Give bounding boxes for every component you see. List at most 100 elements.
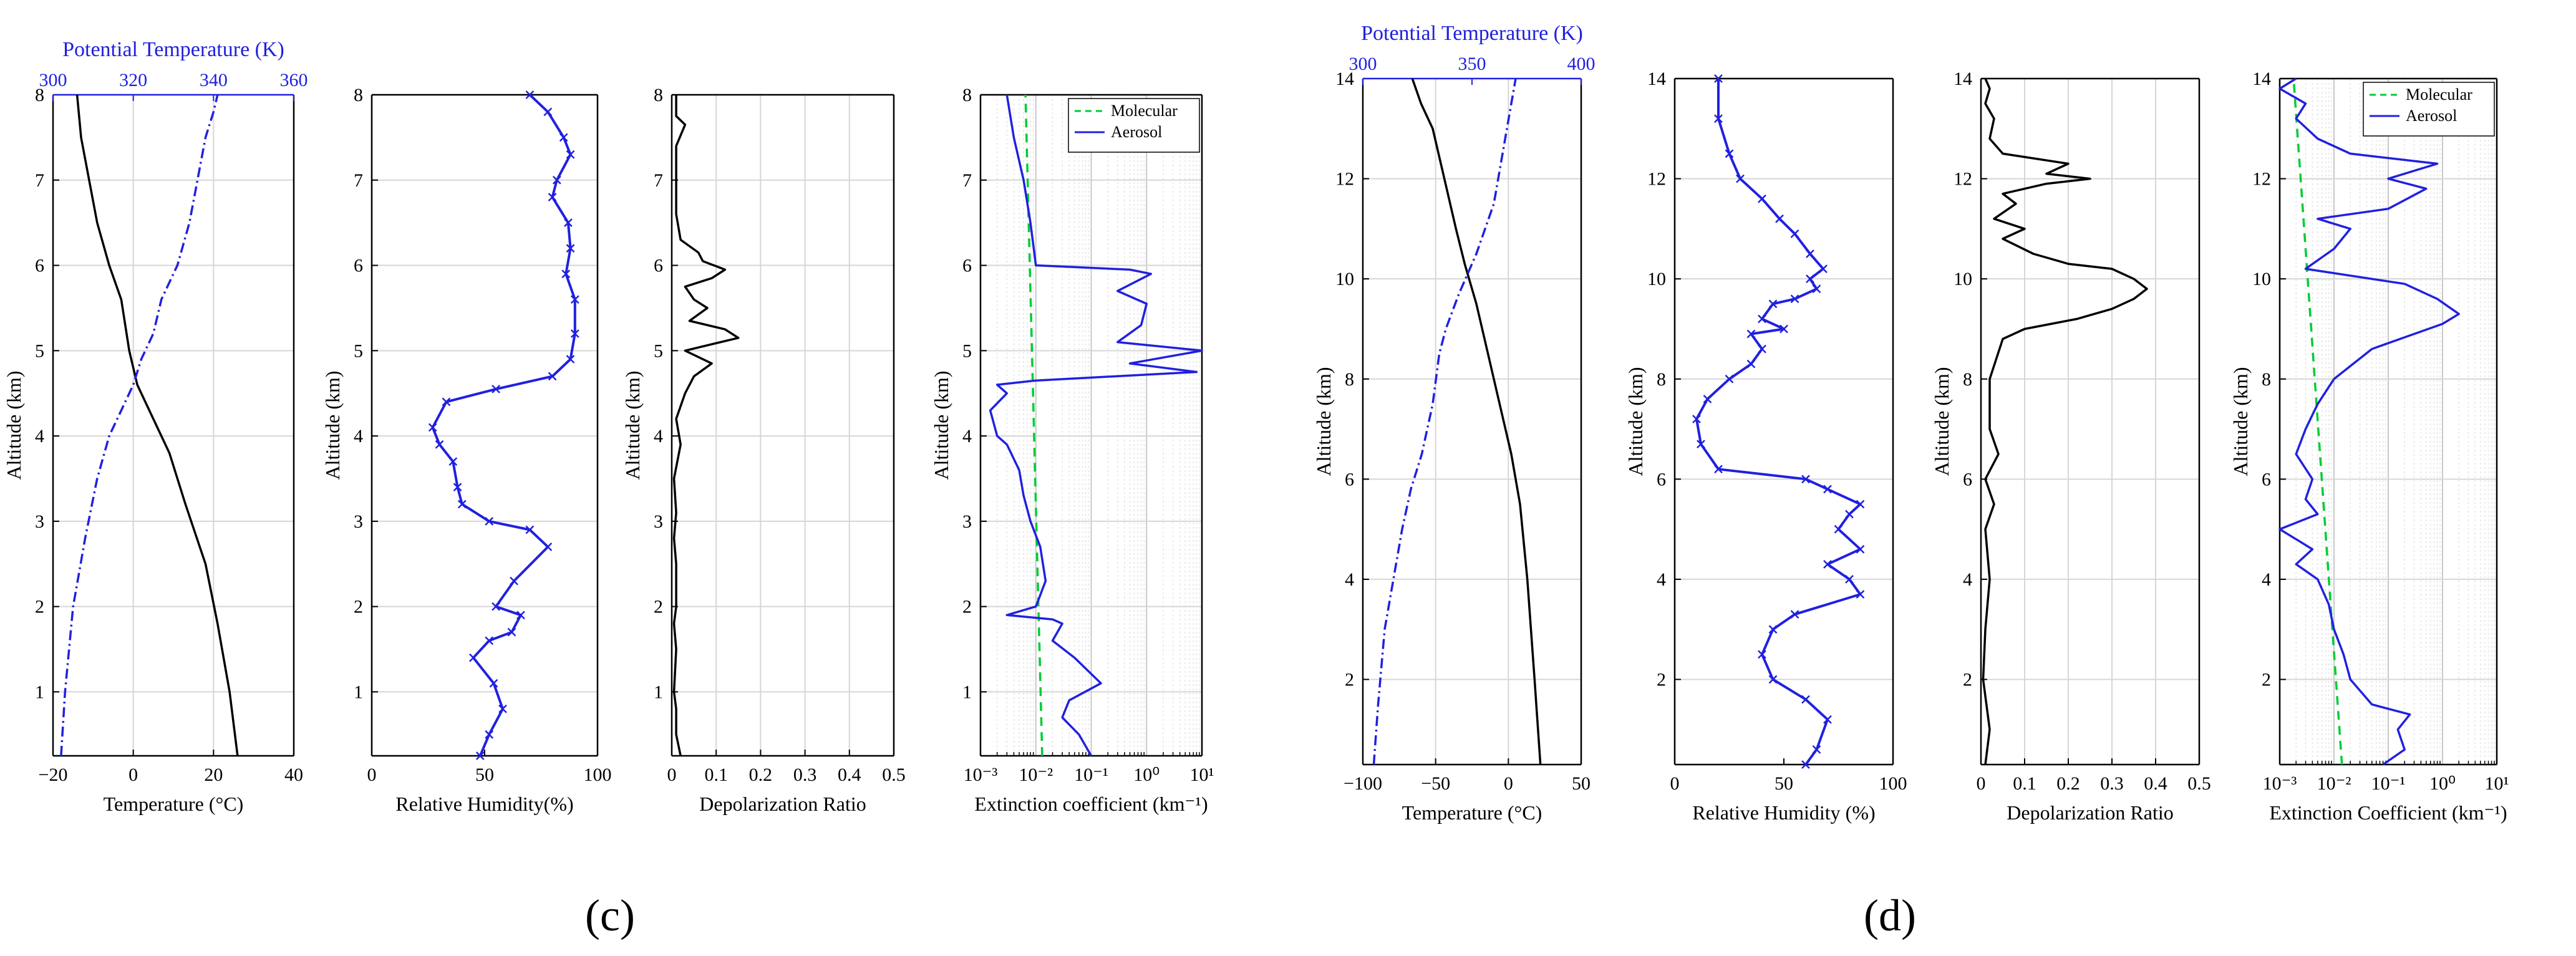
x-tick-label: 10⁰ <box>2429 773 2456 794</box>
subplot-humidity-d: 0 50 100 2 4 6 8 10 12 14 Relative Humidity (%) Alt… <box>1624 69 1907 824</box>
y-tick-label: 8 <box>654 85 663 105</box>
grid <box>371 94 598 756</box>
marker-x <box>566 244 575 253</box>
x-tick-label: 0.1 <box>2013 773 2036 794</box>
series-temperature <box>1411 78 1542 765</box>
marker-x <box>453 483 462 492</box>
marker-x <box>1819 264 1828 273</box>
marker-x <box>489 678 498 688</box>
legend: Molecular Aerosol <box>1068 98 1200 153</box>
marker-x <box>1746 329 1756 339</box>
marker-x <box>1768 675 1778 684</box>
marker-x <box>1806 249 1814 258</box>
marker-x <box>1801 760 1810 769</box>
y-axis-label: Altitude (km) <box>2229 367 2252 476</box>
y-tick-label: 7 <box>962 170 972 191</box>
x-tick-label: 10¹ <box>1190 765 1214 785</box>
marker-x <box>566 150 575 159</box>
series-molecular <box>1024 94 1043 756</box>
marker-x <box>510 576 518 586</box>
y-tick-label: 7 <box>35 170 44 191</box>
series-potential-temperature <box>60 94 219 756</box>
marker-x <box>1856 500 1865 509</box>
marker-x <box>1714 114 1723 123</box>
marker-x <box>1758 194 1766 203</box>
marker-x <box>564 218 573 228</box>
y-tick-label: 8 <box>1963 369 1972 390</box>
subplot-extinction-c: 10⁻³ 10⁻² 10⁻¹ 10⁰ 10¹ 1 2 3 4 5 6 7 8 Extinction coe… <box>930 85 1214 815</box>
x-tick-label: −20 <box>39 765 68 785</box>
y-tick-label: 12 <box>1954 169 1972 190</box>
x-tick-label: 10⁻² <box>2317 773 2351 794</box>
y-tick-label: 10 <box>1647 269 1666 289</box>
marker-x <box>448 457 458 466</box>
y-tick-label: 8 <box>1657 369 1666 390</box>
x-tick-label: 10⁻¹ <box>1074 765 1108 785</box>
marker-x <box>1736 174 1745 183</box>
series-aerosol <box>2278 77 2460 766</box>
marker-x <box>485 516 494 526</box>
x-axis-label: Depolarization Ratio <box>2007 801 2173 824</box>
x-tick-label: 0.5 <box>882 765 906 785</box>
legend: Molecular Aerosol <box>2363 82 2495 137</box>
x-tick-label: 50 <box>1775 773 1793 794</box>
grid <box>2279 78 2497 765</box>
y-tick-label: 3 <box>962 511 972 532</box>
marker-x <box>566 355 575 364</box>
y-axis-label: Altitude (km) <box>1930 367 1953 476</box>
marker-x <box>1856 590 1865 599</box>
marker-x <box>1725 374 1734 384</box>
marker-x <box>1703 394 1712 403</box>
x-tick-label: 0 <box>128 765 138 785</box>
marker-x <box>1790 294 1799 304</box>
x-axis-label: Relative Humidity (%) <box>1692 801 1875 824</box>
top-axis-label: Potential Temperature (K) <box>1361 22 1583 45</box>
y-tick-label: 14 <box>2252 69 2271 89</box>
x-tick-label: 0 <box>1504 773 1513 794</box>
y-tick-label: 4 <box>962 426 972 447</box>
y-tick-label: 8 <box>962 85 972 105</box>
series-relative-humidity <box>1695 79 1862 766</box>
marker-x <box>559 133 568 142</box>
x-tick-label: 50 <box>1572 773 1591 794</box>
marker-x <box>1746 359 1756 369</box>
marker-x <box>1714 465 1723 474</box>
y-tick-label: 8 <box>35 85 44 105</box>
subplot-humidity-c: 0 50 100 1 2 3 4 5 6 7 8 Relative Humidity(%) Altitu… <box>321 85 612 815</box>
y-tick-label: 5 <box>354 340 363 361</box>
marker-x <box>1790 610 1799 619</box>
legend-label: Molecular <box>2406 85 2472 104</box>
x-tick-label: 10⁰ <box>1133 765 1160 785</box>
marker-x <box>1758 650 1766 659</box>
marker-x <box>507 627 516 637</box>
x-tick-label: 0.4 <box>2144 773 2167 794</box>
marker-x <box>1856 544 1865 554</box>
series-temperature <box>75 94 239 756</box>
marker-x <box>552 175 561 185</box>
x-tick-label: 0.2 <box>749 765 773 785</box>
series-potential-temperature <box>1372 78 1517 765</box>
y-axis-label: Altitude (km) <box>1624 367 1647 476</box>
marker-x <box>1834 524 1843 534</box>
x-tick-label: 10⁻² <box>1019 765 1053 785</box>
y-axis-label: Altitude (km) <box>1312 367 1335 476</box>
series-relative-humidity-markers <box>428 90 579 760</box>
y-tick-label: 4 <box>1657 569 1666 590</box>
y-tick-label: 5 <box>35 340 44 361</box>
y-tick-label: 2 <box>2262 670 2271 690</box>
y-tick-label: 5 <box>654 340 663 361</box>
marker-x <box>543 543 553 551</box>
marker-x <box>491 384 500 394</box>
marker-x <box>1812 284 1821 294</box>
y-tick-label: 2 <box>1963 670 1972 690</box>
marker-x <box>525 525 535 534</box>
grid <box>671 94 894 756</box>
y-tick-label: 10 <box>2252 269 2271 289</box>
y-tick-label: 4 <box>354 426 363 447</box>
grid <box>1362 78 1582 765</box>
top-tick-label: 300 <box>1349 54 1377 74</box>
marker-x <box>516 611 525 620</box>
